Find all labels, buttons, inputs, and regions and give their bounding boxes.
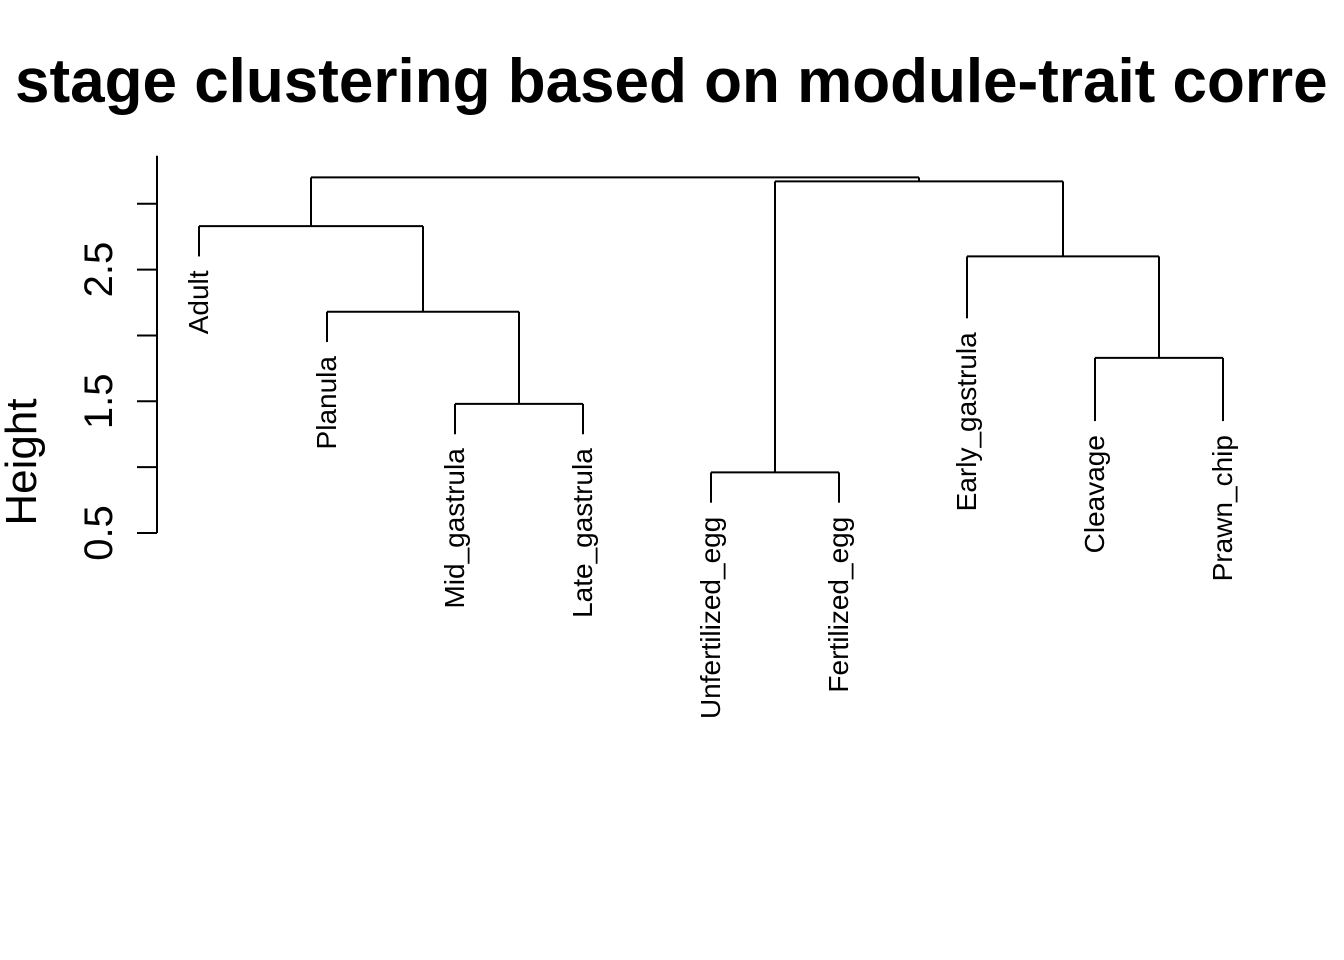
y-tick-label: 2.5 (77, 242, 121, 298)
y-tick-label: 1.5 (77, 373, 121, 429)
leaf-label: Mid_gastrula (439, 448, 470, 609)
leaf-label: Early_gastrula (951, 332, 982, 511)
leaf-label: Unfertilized_egg (695, 517, 726, 719)
leaf-label: Planula (311, 356, 342, 450)
dendrogram-branches (198, 176, 1224, 503)
chart-title: stage clustering based on module-trait c… (15, 47, 1328, 116)
y-axis-label: Height (0, 398, 46, 525)
leaf-label: Adult (183, 270, 214, 334)
leaf-label: Late_gastrula (567, 448, 598, 618)
leaf-labels: Adult Planula Mid_gastrula Late_gastrula Unf… (183, 270, 1238, 719)
leaf-label: Cleavage (1079, 435, 1110, 553)
leaf-label: Fertilized_egg (823, 517, 854, 693)
y-axis: 0.5 1.5 2.5 (77, 155, 158, 561)
y-tick-label: 0.5 (77, 505, 121, 561)
leaf-label: Prawn_chip (1207, 435, 1238, 581)
